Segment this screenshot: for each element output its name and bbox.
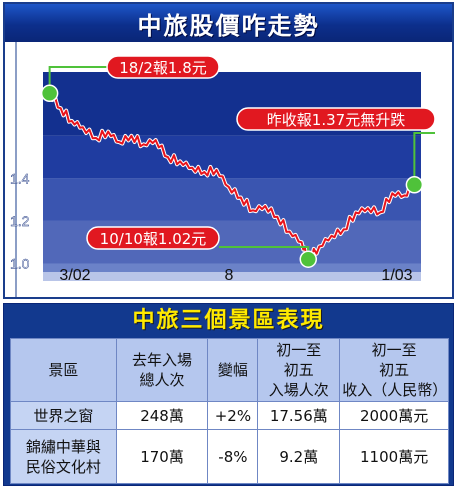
callout-box [106, 55, 220, 79]
callout-label: 18/2報1.8元 [119, 59, 207, 77]
x-axis-strip [43, 272, 421, 281]
price-line [48, 92, 416, 261]
header-holiday-visitors: 初一至 初五 入場人次 [268, 341, 329, 399]
price-marker [299, 250, 318, 268]
y-tick-label: 1.2 [10, 213, 30, 229]
callout-connector [413, 132, 435, 185]
table-cell: -8% [207, 429, 259, 484]
price-marker [405, 176, 424, 194]
table-cell: 17.56萬 [257, 400, 341, 431]
header-change: 變幅 [217, 361, 248, 379]
ruler-strip [5, 42, 15, 297]
table-row: 世界之窗 248萬 +2% 17.56萬 2000萬元 [10, 400, 449, 431]
x-tick-label: 8 [225, 267, 234, 284]
callout-box [236, 107, 436, 131]
x-tick-label: 1/03 [381, 267, 412, 284]
table-row: 錦繡中華與 民俗文化村 170萬 -8% 9.2萬 1100萬元 [10, 429, 449, 484]
table-cell: +2% [207, 400, 259, 431]
chart-panel: 中旅股價咋走勢 1.0 1.2 1.4 3/02 8 1/03 18/2報1.8元昨收報1.… [3, 2, 454, 299]
plot-band [43, 178, 421, 221]
table-cell: 248萬 [115, 400, 209, 431]
table-panel: 中旅三個景區表現 景區 去年入場 總人次 變幅 初一至 初五 入場人次 初一至 … [3, 303, 454, 486]
x-tick-label: 3/02 [59, 267, 90, 284]
price-marker [40, 84, 59, 103]
chart-title: 中旅股價咋走勢 [137, 11, 320, 40]
header-area: 景區 [48, 361, 79, 379]
header-cell: 景區 [10, 338, 117, 402]
callout-box [86, 226, 220, 250]
callout-label: 昨收報1.37元無升跌 [267, 111, 405, 129]
table-header-row: 景區 去年入場 總人次 變幅 初一至 初五 入場人次 初一至 初五 收入（人民幣… [10, 338, 449, 402]
y-tick-label: 1.4 [10, 170, 30, 186]
plot-band [43, 263, 421, 272]
table-cell: 170萬 [115, 429, 209, 484]
row-area-name: 世界之窗 [10, 400, 117, 431]
table-cell: 9.2萬 [257, 429, 341, 484]
header-cell: 變幅 [207, 338, 259, 402]
header-cell: 去年入場 總人次 [115, 338, 209, 402]
header-cell: 初一至 初五 收入（人民幣） [339, 338, 449, 402]
row-area-name: 錦繡中華與 民俗文化村 [10, 429, 117, 484]
table-title: 中旅三個景區表現 [132, 308, 325, 333]
callout-label: 10/10報1.02元 [100, 230, 207, 248]
header-holiday-revenue: 初一至 初五 收入（人民幣） [342, 341, 448, 399]
header-last-year-visitors: 去年入場 總人次 [132, 351, 193, 389]
y-tick-label: 1.0 [10, 255, 30, 271]
chart-header: 中旅股價咋走勢 [5, 4, 452, 42]
table-cell: 2000萬元 [339, 400, 449, 431]
plot-band [43, 135, 421, 179]
scenic-area-table: 景區 去年入場 總人次 變幅 初一至 初五 入場人次 初一至 初五 收入（人民幣… [10, 338, 449, 484]
header-cell: 初一至 初五 入場人次 [257, 338, 341, 402]
callout-connector [48, 66, 107, 94]
table-cell: 1100萬元 [339, 429, 449, 484]
